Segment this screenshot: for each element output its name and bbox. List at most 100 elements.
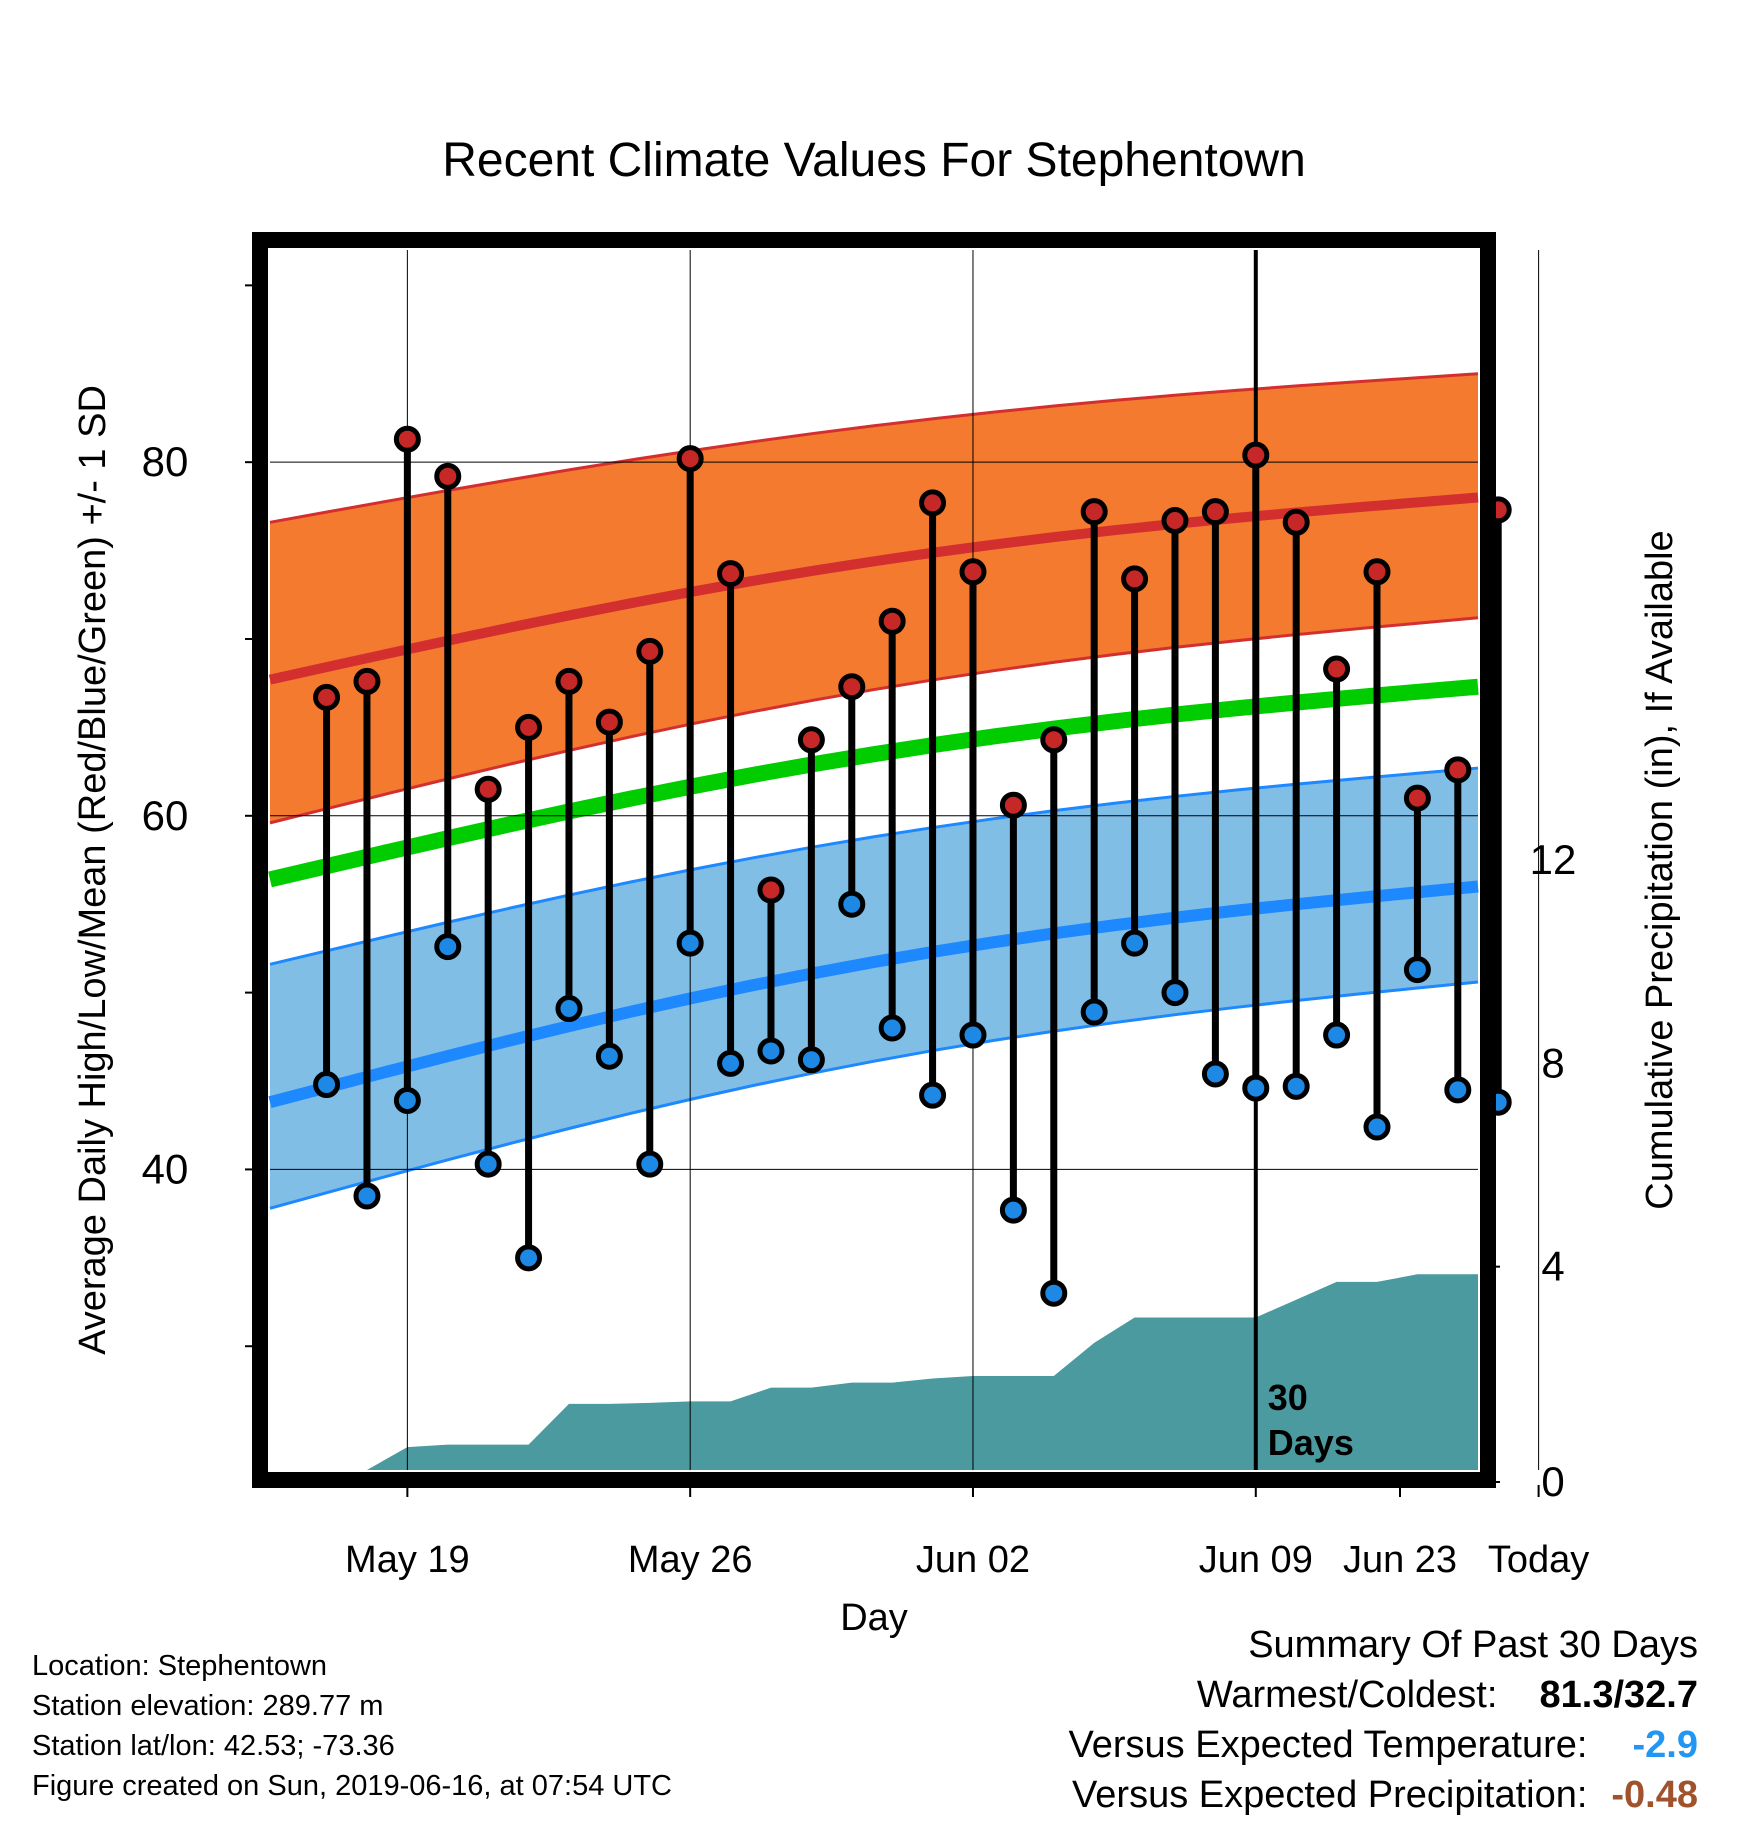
high-temp-point [878, 607, 906, 635]
low-temp-point [1403, 956, 1431, 984]
low-temp-point [717, 1049, 745, 1077]
low-temp-point [676, 929, 704, 957]
low-temp-point [1323, 1021, 1351, 1049]
high-temp-point [434, 462, 462, 490]
station-info: Location: Stephentown Station elevation:… [32, 1646, 672, 1806]
latlon-text: Station lat/lon: 42.53; -73.36 [32, 1730, 395, 1762]
low-temp-point [797, 1046, 825, 1074]
high-sd-band-lower-edge [269, 616, 1479, 825]
high-temp-point [999, 791, 1027, 819]
low-temp-point [1161, 979, 1189, 1007]
x-axis-label: Day [840, 1597, 908, 1639]
high-temp-point [353, 667, 381, 695]
high-temp-point [1282, 508, 1310, 536]
low-temp-point [595, 1042, 623, 1070]
low-temp-point [878, 1014, 906, 1042]
high-temp-point [1161, 507, 1189, 535]
y2-tick-label: 4 [1541, 1243, 1564, 1290]
precip-area [326, 1274, 1499, 1470]
low-sd-band-lower-edge [269, 980, 1479, 1210]
normal-mean-line [268, 678, 1479, 888]
high-temp-point [393, 425, 421, 453]
warm-cold-value: 81.3/32.7 [1539, 1674, 1698, 1716]
low-temp-point [919, 1081, 947, 1109]
summary-heading: Summary Of Past 30 Days [1248, 1624, 1698, 1666]
low-temp-point [959, 1021, 987, 1049]
high-temp-point [636, 637, 664, 665]
high-sd-band-upper-edge [269, 372, 1479, 524]
low-temp-point [1201, 1060, 1229, 1088]
high-temp-point [1121, 565, 1149, 593]
low-temp-point [838, 890, 866, 918]
x-tick-label: May 26 [628, 1539, 753, 1581]
high-temp-point [717, 560, 745, 588]
high-temp-point [1080, 498, 1108, 526]
high-temp-point [676, 445, 704, 473]
low-temp-point [757, 1037, 785, 1065]
high-temp-point [1363, 558, 1391, 586]
low-temp-point [1242, 1074, 1270, 1102]
y-axis-label: Average Daily High/Low/Mean (Red/Blue/Gr… [72, 385, 114, 1355]
high-temp-point [1242, 441, 1270, 469]
created-text: Figure created on Sun, 2019-06-16, at 07… [32, 1770, 672, 1802]
y2-tick-label: 0 [1541, 1458, 1564, 1505]
low-temp-point [515, 1244, 543, 1272]
temp-label: Versus Expected Temperature: [1068, 1724, 1588, 1766]
low-temp-point [313, 1071, 341, 1099]
high-temp-point [919, 489, 947, 517]
low-temp-point [1121, 929, 1149, 957]
high-temp-point [474, 775, 502, 803]
today-marker-text: Days [1268, 1422, 1354, 1463]
summary-panel: Summary Of Past 30 Days Warmest/Coldest:… [1069, 1620, 1698, 1820]
high-temp-point [1403, 784, 1431, 812]
chart-title: Recent Climate Values For Stephentown [442, 134, 1306, 187]
location-text: Location: Stephentown [32, 1650, 328, 1682]
low-temp-point [1040, 1279, 1068, 1307]
low-temp-point [434, 933, 462, 961]
high-temp-point [757, 876, 785, 904]
warm-cold-label: Warmest/Coldest: [1196, 1674, 1498, 1716]
normal-low-line [268, 880, 1479, 1109]
y2-axis-label: Cumulative Precipitation (in), If Availa… [1639, 530, 1681, 1209]
high-temp-point [838, 673, 866, 701]
low-temp-point [1444, 1076, 1472, 1104]
low-temp-point [999, 1196, 1027, 1224]
x-tick-label: May 19 [345, 1539, 470, 1581]
high-temp-point [595, 708, 623, 736]
high-temp-point [1201, 498, 1229, 526]
x-tick-label: Jun 09 [1199, 1539, 1313, 1581]
x-tick-label: Today [1488, 1539, 1589, 1581]
y-tick-label: 40 [142, 1145, 189, 1192]
x-tick-label: Jun 23 [1343, 1539, 1457, 1581]
low-sd-band-upper-edge [269, 766, 1479, 966]
high-temp-point [797, 726, 825, 754]
y2-tick-label: 12 [1530, 836, 1577, 883]
precip-label: Versus Expected Precipitation: [1072, 1774, 1588, 1816]
low-temp-point [1282, 1072, 1310, 1100]
today-marker-text: 30 [1268, 1377, 1308, 1418]
y-tick-label: 80 [142, 438, 189, 485]
low-temp-point [1363, 1113, 1391, 1141]
x-tick-label: Jun 02 [916, 1539, 1030, 1581]
high-temp-point [555, 667, 583, 695]
high-temp-point [1444, 756, 1472, 784]
high-temp-point [959, 558, 987, 586]
high-temp-point [515, 713, 543, 741]
elevation-text: Station elevation: 289.77 m [32, 1690, 384, 1722]
low-temp-point [353, 1182, 381, 1210]
low-temp-point [636, 1150, 664, 1178]
y-tick-label: 60 [142, 792, 189, 839]
normal-high-line [268, 492, 1479, 685]
low-temp-point [474, 1150, 502, 1178]
temp-value: -2.9 [1632, 1724, 1698, 1766]
y2-tick-label: 8 [1541, 1039, 1564, 1086]
high-temp-point [313, 683, 341, 711]
low-temp-point [1080, 998, 1108, 1026]
high-temp-point [1040, 726, 1068, 754]
low-temp-point [393, 1086, 421, 1114]
low-temp-point [555, 995, 583, 1023]
high-temp-point [1323, 655, 1351, 683]
precip-value: -0.48 [1611, 1774, 1698, 1816]
